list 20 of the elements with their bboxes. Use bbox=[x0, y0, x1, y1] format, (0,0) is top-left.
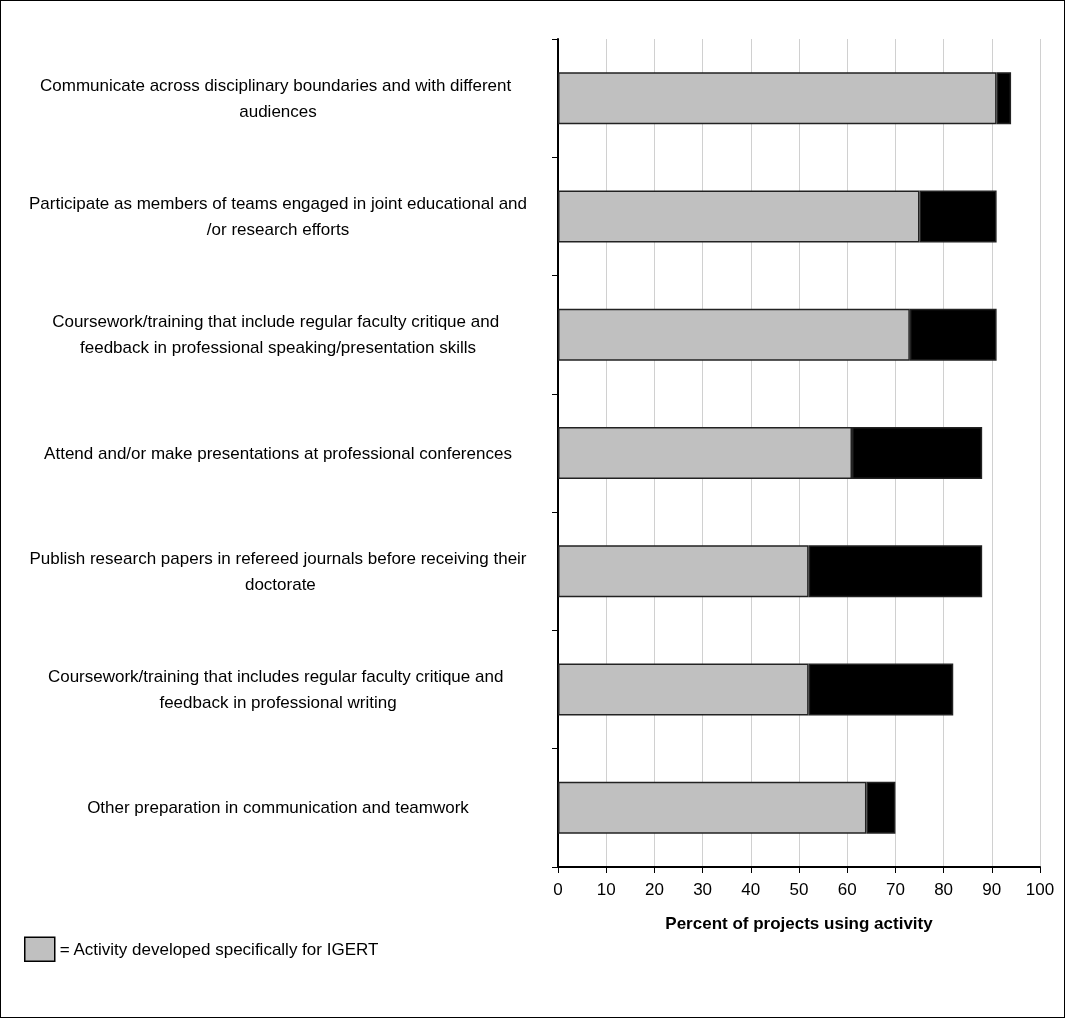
x-tick-label: 40 bbox=[741, 880, 761, 899]
y-tick-label: Participate as members of teams engaged in joint educational and/or research efforts bbox=[28, 193, 528, 239]
x-axis-title: Percent of projects using activity bbox=[665, 914, 934, 933]
y-tick-label: Attend and/or make presentations at professional conferences bbox=[44, 443, 512, 463]
y-tick-label: Other preparation in communication and teamwork bbox=[87, 798, 470, 818]
x-tick-label: 20 bbox=[644, 880, 664, 899]
x-tick-label: 0 bbox=[553, 880, 563, 899]
x-tick-label: 60 bbox=[837, 880, 857, 899]
x-tick-label: 100 bbox=[1025, 880, 1055, 899]
y-tick-label: Publish research papers in refereed journals before receiving their doctorate bbox=[29, 548, 527, 594]
y-tick-label: Communicate across disciplinary boundaries and with different audiences bbox=[40, 75, 516, 121]
x-tick-label: 90 bbox=[982, 880, 1002, 899]
x-tick-label: 10 bbox=[596, 880, 616, 899]
x-tick-label: 80 bbox=[934, 880, 954, 899]
x-tick-label: 30 bbox=[693, 880, 713, 899]
y-tick-label: Coursework/training that include regular faculty critique and feedback in professional speaking/presentation skills bbox=[52, 312, 504, 358]
y-tick-label: Coursework/training that includes regular faculty critique and feedback in professional writing bbox=[47, 667, 509, 713]
legend-label: = Activity developed specifically for IGERT bbox=[59, 939, 379, 959]
x-tick-label: 70 bbox=[885, 880, 905, 899]
x-tick-label: 50 bbox=[789, 880, 809, 899]
